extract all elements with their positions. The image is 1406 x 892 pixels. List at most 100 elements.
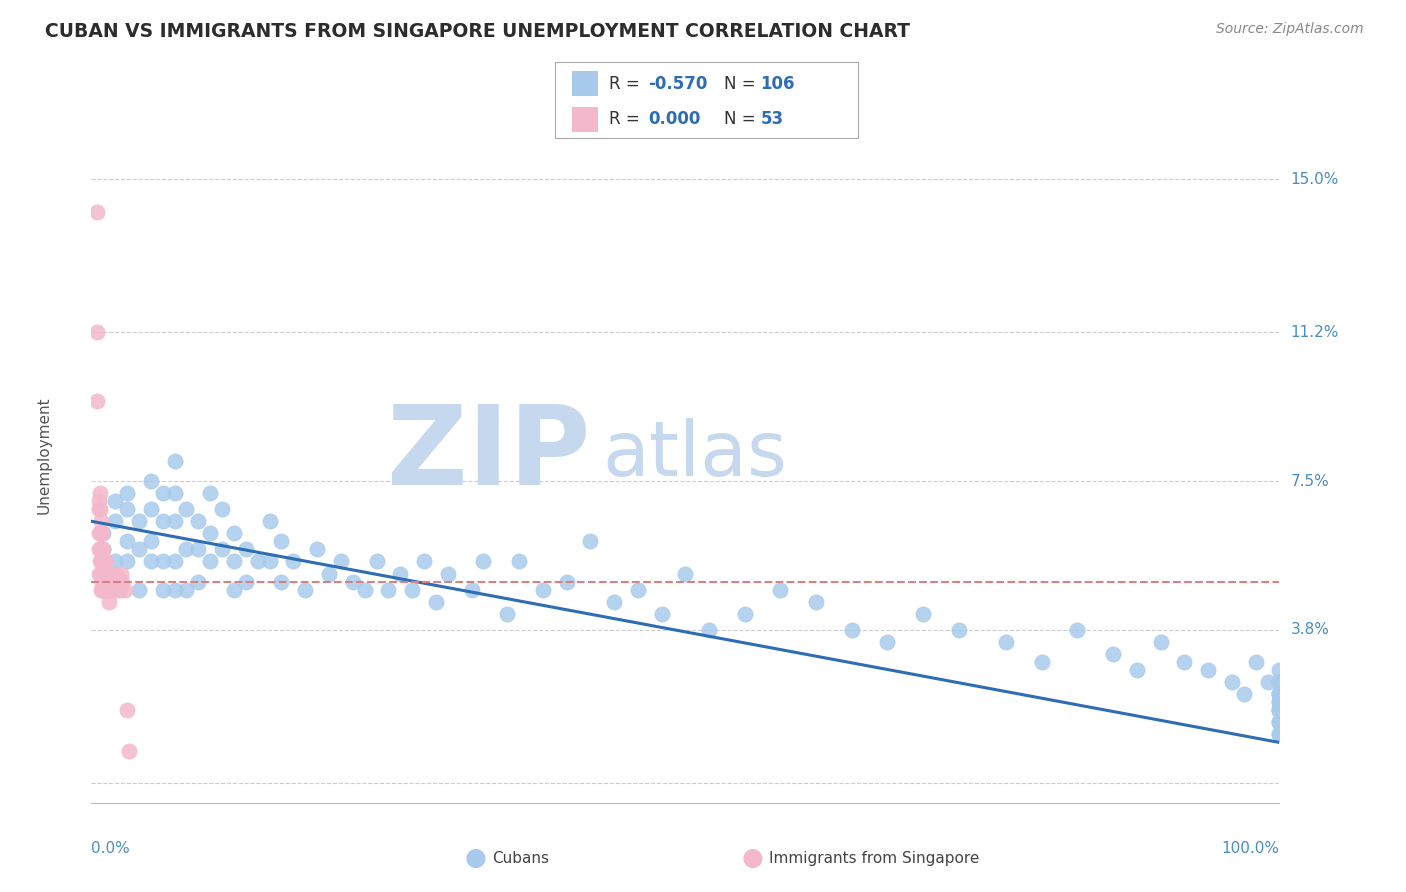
Point xyxy=(89,554,111,568)
Point xyxy=(187,514,209,528)
Point xyxy=(342,574,364,589)
Point xyxy=(673,566,696,581)
Point xyxy=(86,325,108,339)
Point xyxy=(91,574,114,589)
Point xyxy=(110,566,132,581)
Point xyxy=(389,566,412,581)
Point xyxy=(1268,727,1291,741)
Text: CUBAN VS IMMIGRANTS FROM SINGAPORE UNEMPLOYMENT CORRELATION CHART: CUBAN VS IMMIGRANTS FROM SINGAPORE UNEMP… xyxy=(45,22,910,41)
Text: 7.5%: 7.5% xyxy=(1291,474,1329,489)
Point xyxy=(948,623,970,637)
Point xyxy=(259,554,281,568)
Point xyxy=(97,582,120,597)
Text: Immigrants from Singapore: Immigrants from Singapore xyxy=(769,851,980,865)
Point xyxy=(211,502,233,516)
Point xyxy=(89,486,111,500)
Point xyxy=(90,542,112,557)
Point xyxy=(163,486,186,500)
Text: 11.2%: 11.2% xyxy=(1291,325,1339,340)
Point xyxy=(876,635,898,649)
Point xyxy=(911,607,934,621)
Point xyxy=(246,554,269,568)
Point xyxy=(425,595,447,609)
Point xyxy=(235,574,257,589)
Point xyxy=(270,574,292,589)
Point xyxy=(1173,655,1195,669)
Point xyxy=(128,542,150,557)
Point xyxy=(139,554,162,568)
Point xyxy=(460,582,482,597)
Point xyxy=(91,526,114,541)
Point xyxy=(139,502,162,516)
Point xyxy=(1268,675,1291,690)
Point xyxy=(1102,647,1125,661)
Text: 53: 53 xyxy=(761,111,783,128)
Point xyxy=(1268,703,1291,717)
Text: N =: N = xyxy=(724,75,761,93)
Point xyxy=(769,582,792,597)
Point xyxy=(307,542,329,557)
Point xyxy=(163,514,186,528)
Text: 3.8%: 3.8% xyxy=(1291,623,1330,638)
Point xyxy=(211,542,233,557)
Point xyxy=(995,635,1018,649)
Point xyxy=(1268,675,1291,690)
Point xyxy=(1268,715,1291,730)
Text: ZIP: ZIP xyxy=(387,401,591,508)
Point xyxy=(139,474,162,488)
Text: Unemployment: Unemployment xyxy=(37,396,52,514)
Text: -0.570: -0.570 xyxy=(648,75,707,93)
Point xyxy=(152,486,174,500)
Point xyxy=(1268,695,1291,709)
Point xyxy=(1244,655,1267,669)
Point xyxy=(627,582,650,597)
Point xyxy=(1197,663,1219,677)
Point xyxy=(200,526,222,541)
Point xyxy=(128,514,150,528)
Point xyxy=(91,554,114,568)
Point xyxy=(1031,655,1053,669)
Point xyxy=(436,566,458,581)
Point xyxy=(87,566,110,581)
Point xyxy=(139,534,162,549)
Point xyxy=(87,494,110,508)
Point xyxy=(91,542,114,557)
Point xyxy=(107,574,129,589)
Point xyxy=(104,554,127,568)
Point xyxy=(697,623,720,637)
Point xyxy=(259,514,281,528)
Point xyxy=(115,486,138,500)
Text: Cubans: Cubans xyxy=(492,851,550,865)
Point xyxy=(366,554,388,568)
Point xyxy=(104,494,127,508)
Point xyxy=(108,582,131,597)
Point xyxy=(115,554,138,568)
Point xyxy=(86,393,108,408)
Point xyxy=(152,554,174,568)
Point xyxy=(163,454,186,468)
Point xyxy=(93,554,115,568)
Point xyxy=(734,607,756,621)
Point xyxy=(163,582,186,597)
Point xyxy=(413,554,436,568)
Point xyxy=(87,542,110,557)
Point xyxy=(152,582,174,597)
Point xyxy=(90,582,112,597)
Point xyxy=(91,582,114,597)
Point xyxy=(91,542,114,557)
Point xyxy=(115,502,138,516)
Point xyxy=(90,566,112,581)
Point xyxy=(93,566,115,581)
Point xyxy=(96,582,118,597)
Point xyxy=(508,554,530,568)
Point xyxy=(107,582,129,597)
Point xyxy=(496,607,519,621)
Point xyxy=(115,703,138,717)
Point xyxy=(91,566,114,581)
Point xyxy=(1268,715,1291,730)
Point xyxy=(98,595,121,609)
Point xyxy=(89,526,111,541)
Point xyxy=(90,554,112,568)
Point xyxy=(1149,635,1171,649)
Point xyxy=(91,582,114,597)
